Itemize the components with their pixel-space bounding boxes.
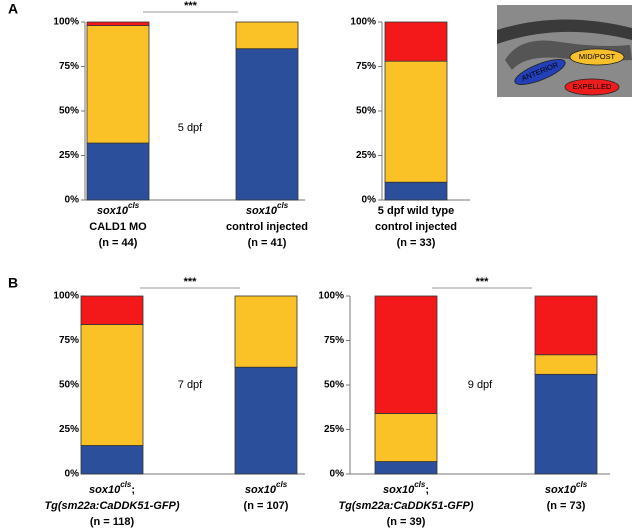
gene-suffix: ; [425,484,429,496]
category-line: control injected [375,221,457,233]
category-line: (n = 73) [547,500,586,512]
y-tick-label: 50% [356,106,376,117]
bar-segment [80,445,144,475]
y-tick-label: 75% [324,335,344,346]
panel-letter: A [8,1,18,17]
inset-oval [564,78,620,96]
category-line: CALD1 MO [89,221,147,233]
gene-name: sox10 [246,205,278,217]
category-line: (n = 41) [248,237,287,249]
category-gene: sox10cls [97,201,140,217]
y-tick-label: 75% [59,335,79,346]
y-tick-label: 50% [59,380,79,391]
inset-label: EXPELLED [564,78,620,96]
inset-oval [514,59,566,85]
gene-name: sox10 [89,484,121,496]
y-tick-label: 0% [65,195,80,206]
gene-allele: cls [276,480,288,489]
inset-oval [569,48,625,66]
y-tick-label: 100% [53,291,79,302]
inset-shape [497,19,632,44]
y-tick-label: 0% [65,469,80,480]
gene-name: sox10 [545,484,577,496]
gene-allele: cls [128,201,140,210]
y-tick-label: 25% [356,150,376,161]
y-tick-label: 25% [59,150,79,161]
y-tick-label: 0% [362,195,377,206]
significance: *** [184,0,198,12]
category-gene: sox10cls [246,201,289,217]
gene-name: sox10 [97,205,129,217]
category-line: Tg(sm22a:CaDDK51-GFP) [338,500,473,512]
bar-segment [234,366,298,475]
category-line: (n = 39) [387,516,426,528]
significance: *** [184,276,198,288]
y-tick-label: 100% [350,17,376,28]
bar-segment [234,295,298,368]
y-tick-label: 75% [356,61,376,72]
category-line: (n = 44) [99,237,138,249]
gene-name: sox10 [245,484,277,496]
bar-segment [86,25,150,144]
category-gene: sox10cls [545,480,588,496]
gene-allele: cls [277,201,289,210]
inset-label: MID/POST [569,48,625,66]
bar-segment [86,142,150,201]
bar-segment [384,60,448,183]
category-line: Tg(sm22a:CaDDK51-GFP) [44,500,179,512]
panel-letter: B [8,275,18,291]
category-line: control injected [226,221,308,233]
category-line: (n = 118) [90,516,135,528]
bar-segment [80,324,144,446]
y-tick-label: 25% [324,424,344,435]
bar-segment [235,48,299,201]
annotation: 5 dpf [178,122,203,134]
inset-label-text: MID/POST [579,52,616,61]
annotation: 9 dpf [468,379,493,391]
significance: *** [476,276,490,288]
y-tick-label: 75% [59,61,79,72]
y-tick-label: 25% [59,424,79,435]
gene-suffix: ; [131,484,135,496]
category-gene: sox10cls [245,480,288,496]
category-gene: sox10cls; [383,480,429,496]
y-tick-label: 0% [330,469,345,480]
category-line: (n = 33) [397,237,436,249]
y-tick-label: 50% [59,106,79,117]
bar-segment [86,21,150,26]
bar-segment [235,21,299,50]
inset-shape [505,40,632,70]
gene-name: sox10 [383,484,415,496]
bar-segment [80,295,144,325]
bar-segment [534,373,598,475]
bar-segment [374,461,438,475]
gene-allele: cls [576,480,588,489]
bar-segment [374,413,438,462]
category-line: (n = 107) [244,500,289,512]
bar-segment [384,181,448,201]
bar-segment [374,295,438,414]
y-tick-label: 100% [318,291,344,302]
annotation: 7 dpf [178,379,203,391]
category-gene: sox10cls; [89,480,135,496]
bar-segment [534,295,598,356]
y-tick-label: 100% [53,17,79,28]
category-line: 5 dpf wild type [378,205,454,217]
inset-label-text: EXPELLED [573,82,612,91]
bar-segment [384,21,448,62]
gene-allele: cls [414,480,426,489]
bar-segment [534,354,598,375]
gene-allele: cls [120,480,132,489]
y-tick-label: 50% [324,380,344,391]
